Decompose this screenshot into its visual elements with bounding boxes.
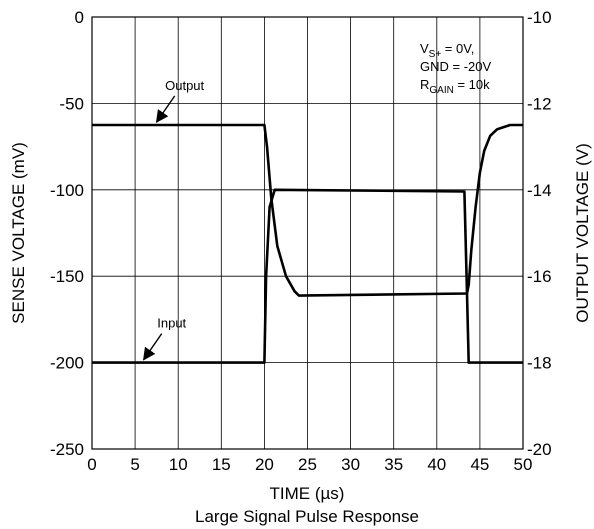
y-left-tick-label: -150 xyxy=(50,267,84,286)
y-left-tick-label: -250 xyxy=(50,440,84,459)
chart-caption: Large Signal Pulse Response xyxy=(195,507,419,526)
condition-rgain: RGAIN = 10k xyxy=(420,77,490,96)
y-axis-right-title: OUTPUT VOLTAGE (V) xyxy=(573,143,592,322)
y-right-tick-label: -12 xyxy=(527,94,552,113)
y-left-tick-label: -200 xyxy=(50,354,84,373)
condition-gnd: GND = -20V xyxy=(420,59,491,74)
annotation-label-output: Output xyxy=(165,78,204,93)
annotation-arrow-output xyxy=(155,95,176,124)
x-tick-label: 45 xyxy=(470,455,489,474)
x-tick-label: 5 xyxy=(130,455,139,474)
x-tick-label: 20 xyxy=(255,455,274,474)
tick-labels: 0 5 10 15 20 25 30 35 40 45 50 0 -50 -100 -150 -200 -250… xyxy=(50,8,552,474)
x-axis-title: TIME (µs) xyxy=(270,484,345,503)
y-left-tick-label: -100 xyxy=(50,181,84,200)
x-tick-label: 25 xyxy=(298,455,317,474)
grid-lines xyxy=(92,17,523,449)
x-tick-label: 10 xyxy=(169,455,188,474)
y-left-tick-label: 0 xyxy=(75,8,84,27)
y-right-tick-label: -18 xyxy=(527,354,552,373)
plot-frame xyxy=(91,16,524,450)
series-line-output xyxy=(92,123,523,297)
y-axis-left-title: SENSE VOLTAGE (mV) xyxy=(9,142,28,324)
annotation-label-input: Input xyxy=(157,316,186,331)
series-traces xyxy=(92,123,523,364)
trace-annotations: Output Input xyxy=(143,78,205,361)
y-right-tick-label: -16 xyxy=(527,267,552,286)
series-line-input xyxy=(92,188,523,364)
y-left-tick-label: -50 xyxy=(59,94,84,113)
y-right-tick-label: -20 xyxy=(527,440,552,459)
y-right-tick-label: -10 xyxy=(527,8,552,27)
x-tick-label: 0 xyxy=(87,455,96,474)
condition-vs: VS+ = 0V, xyxy=(420,41,474,60)
x-tick-label: 40 xyxy=(427,455,446,474)
x-tick-label: 30 xyxy=(341,455,360,474)
x-tick-label: 35 xyxy=(384,455,403,474)
annotation-arrow-input xyxy=(143,333,163,361)
x-tick-label: 15 xyxy=(212,455,231,474)
y-right-tick-label: -14 xyxy=(527,181,552,200)
test-conditions: VS+ = 0V, GND = -20V RGAIN = 10k xyxy=(420,41,491,96)
x-tick-label: 50 xyxy=(514,455,533,474)
